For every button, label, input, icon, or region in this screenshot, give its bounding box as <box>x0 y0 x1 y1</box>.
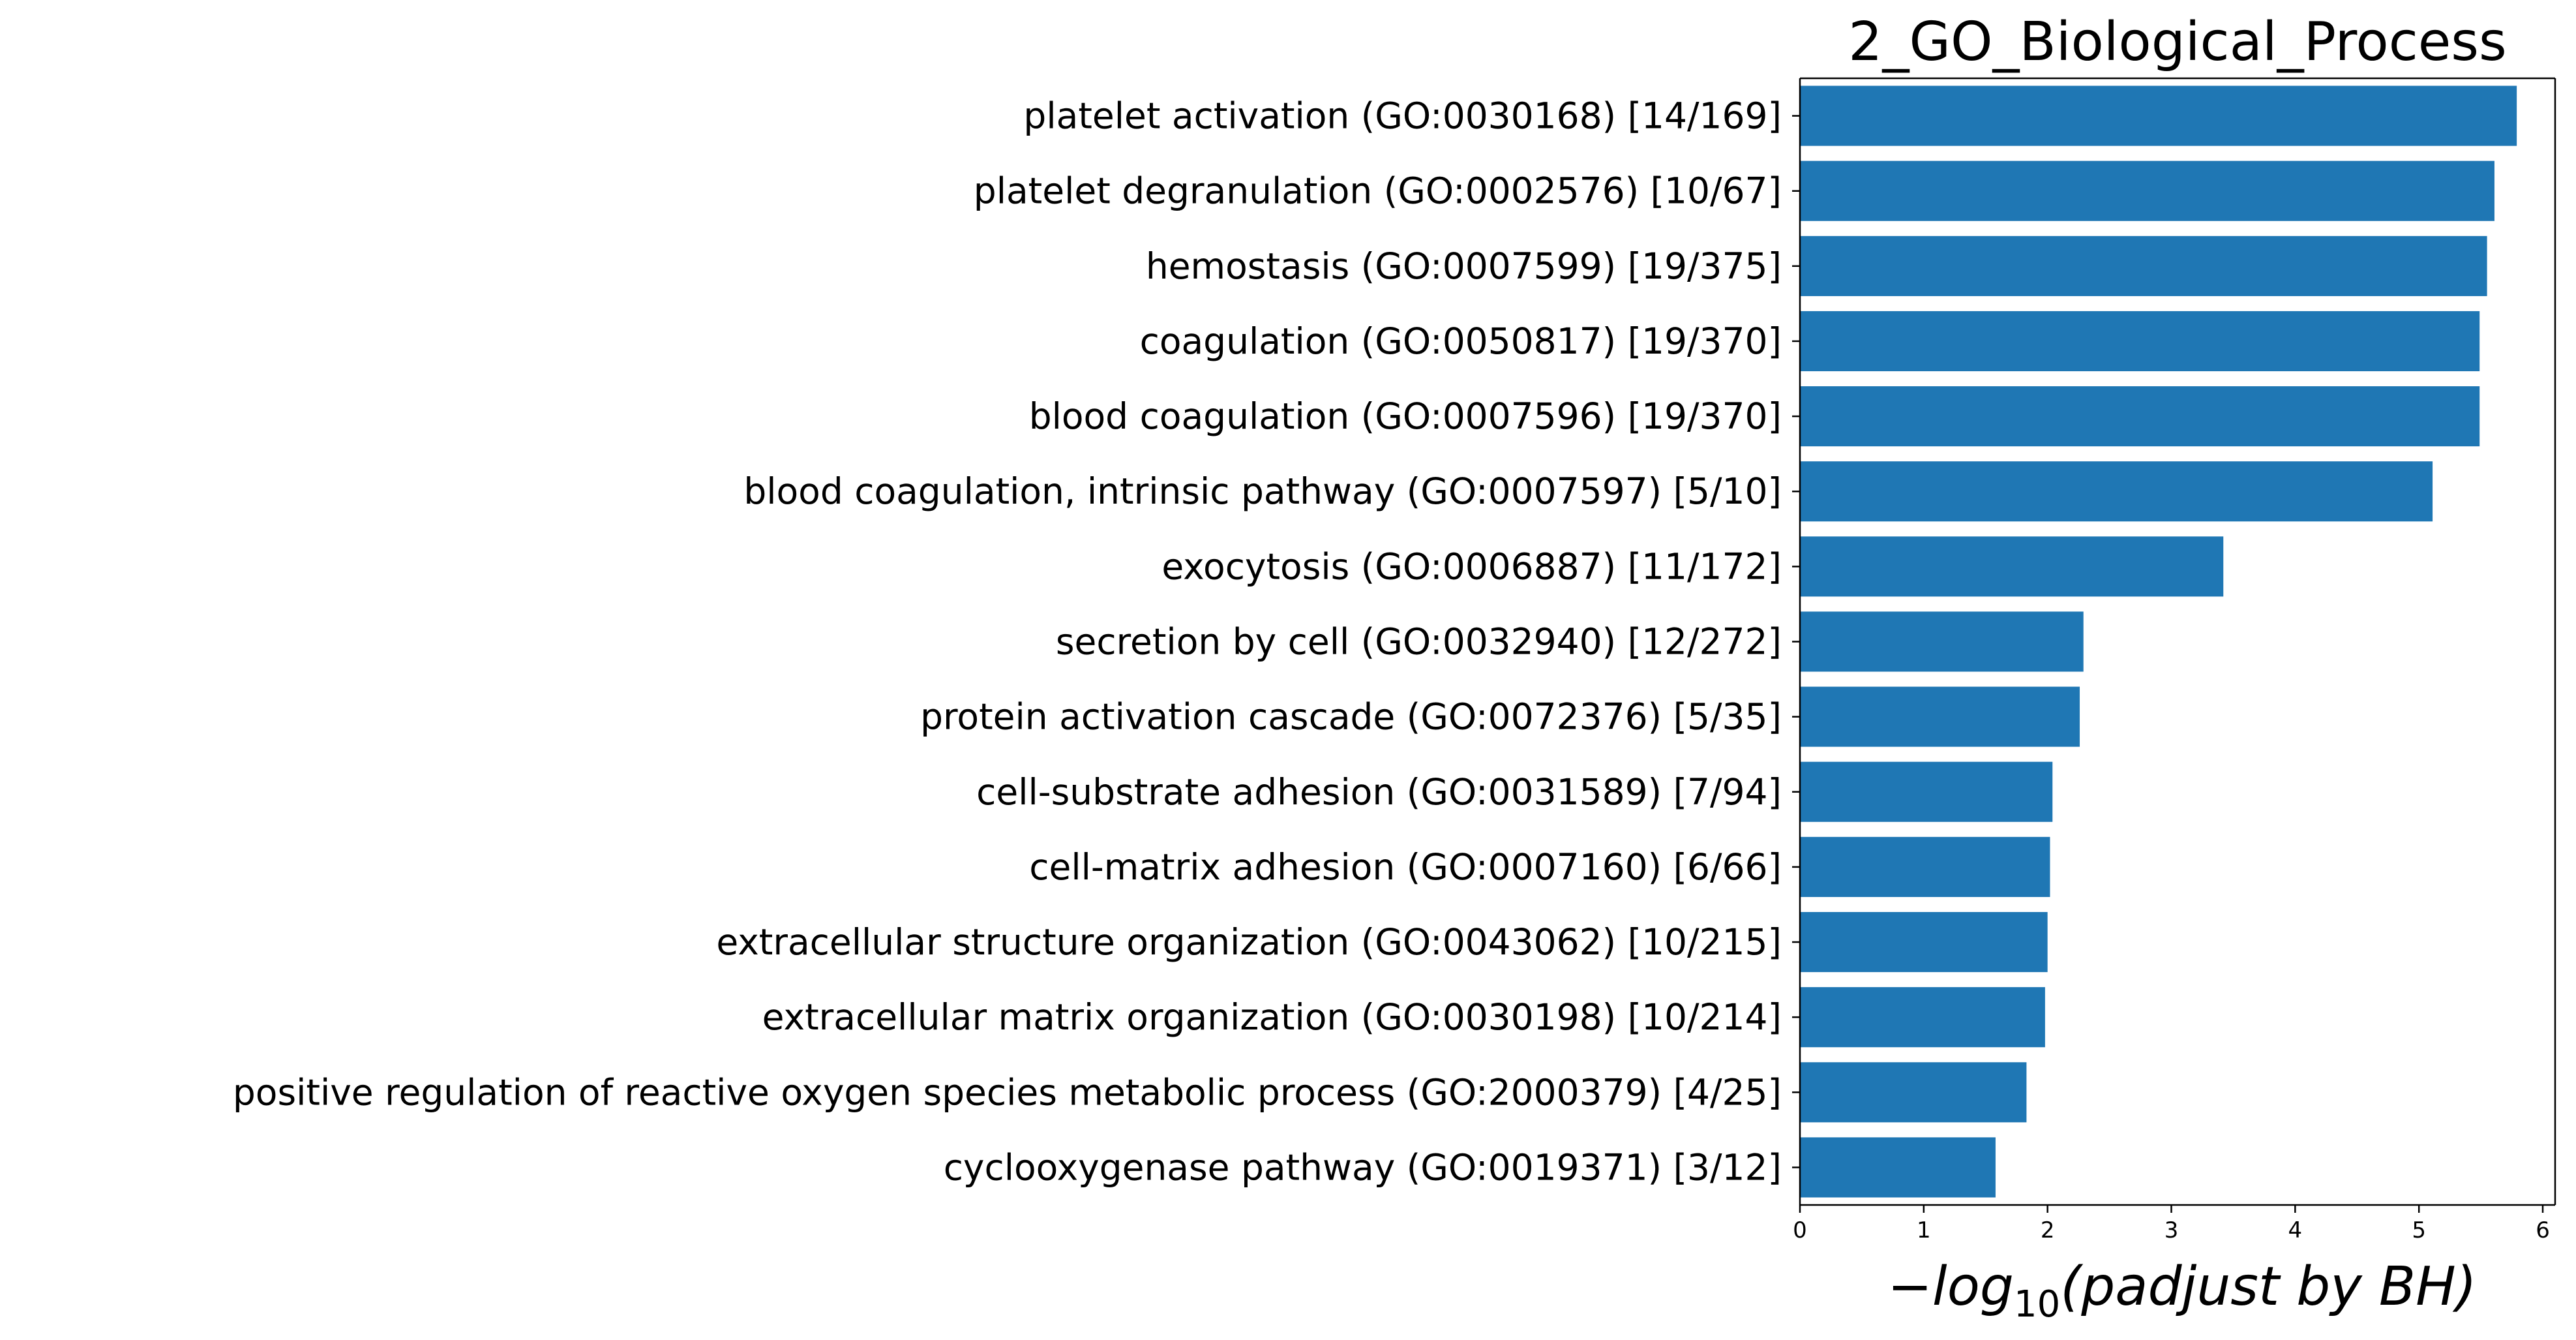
category-labels-group: platelet activation (GO:0030168) [14/169… <box>233 95 1800 1188</box>
axes-group <box>1799 77 2556 1206</box>
bar <box>1800 236 2487 296</box>
category-label: exocytosis (GO:0006887) [11/172] <box>1161 545 1782 587</box>
category-label: platelet activation (GO:0030168) [14/169… <box>1023 95 1782 137</box>
bars-group <box>1800 85 2517 1198</box>
x-tick-label: 0 <box>1793 1217 1807 1243</box>
x-tick-label: 3 <box>2164 1217 2179 1243</box>
bar <box>1800 160 2494 221</box>
bar <box>1800 1137 1996 1198</box>
category-label: blood coagulation, intrinsic pathway (GO… <box>743 470 1782 512</box>
bar <box>1800 836 2050 897</box>
x-ticks-group: 0 1 2 3 4 5 6 <box>1793 1205 2550 1243</box>
bar <box>1800 987 2045 1048</box>
category-label: extracellular matrix organization (GO:00… <box>762 996 1782 1038</box>
chart-title: 2_GO_Biological_Process <box>1848 11 2506 73</box>
category-label: protein activation cascade (GO:0072376) … <box>920 696 1782 738</box>
x-axis-label-base: log <box>1932 1256 2014 1318</box>
bar <box>1800 85 2517 146</box>
category-label: cell-matrix adhesion (GO:0007160) [6/66] <box>1029 846 1782 888</box>
category-label: hemostasis (GO:0007599) [19/375] <box>1146 245 1782 287</box>
x-axis-label-prefix: − <box>1887 1256 1932 1318</box>
x-tick-label: 5 <box>2412 1217 2426 1243</box>
bar <box>1800 686 2080 747</box>
category-label: secretion by cell (GO:0032940) [12/272] <box>1056 621 1782 663</box>
category-label: cyclooxygenase pathway (GO:0019371) [3/1… <box>944 1146 1782 1188</box>
category-label: positive regulation of reactive oxygen s… <box>233 1071 1782 1113</box>
x-tick-label: 6 <box>2536 1217 2550 1243</box>
category-label: extracellular structure organization (GO… <box>716 921 1782 963</box>
bar <box>1800 386 2480 447</box>
x-axis-label-subscript: 10 <box>2014 1283 2060 1326</box>
bar <box>1800 911 2048 973</box>
bar <box>1800 311 2480 372</box>
category-label: blood coagulation (GO:0007596) [19/370] <box>1029 395 1782 437</box>
bar <box>1800 461 2433 522</box>
category-label: platelet degranulation (GO:0002576) [10/… <box>974 170 1782 212</box>
bar <box>1800 536 2224 597</box>
category-label: coagulation (GO:0050817) [19/370] <box>1140 320 1782 362</box>
x-axis-label-body: (padjust by BH) <box>2060 1256 2477 1318</box>
x-tick-label: 2 <box>2041 1217 2055 1243</box>
bar <box>1800 611 2084 672</box>
bar <box>1800 1062 2027 1123</box>
x-tick-label: 4 <box>2288 1217 2303 1243</box>
x-tick-label: 1 <box>1917 1217 1931 1243</box>
x-axis-label: −log10(padjust by BH) <box>1887 1256 2477 1326</box>
category-label: cell-substrate adhesion (GO:0031589) [7/… <box>976 771 1782 813</box>
bar <box>1800 761 2053 822</box>
